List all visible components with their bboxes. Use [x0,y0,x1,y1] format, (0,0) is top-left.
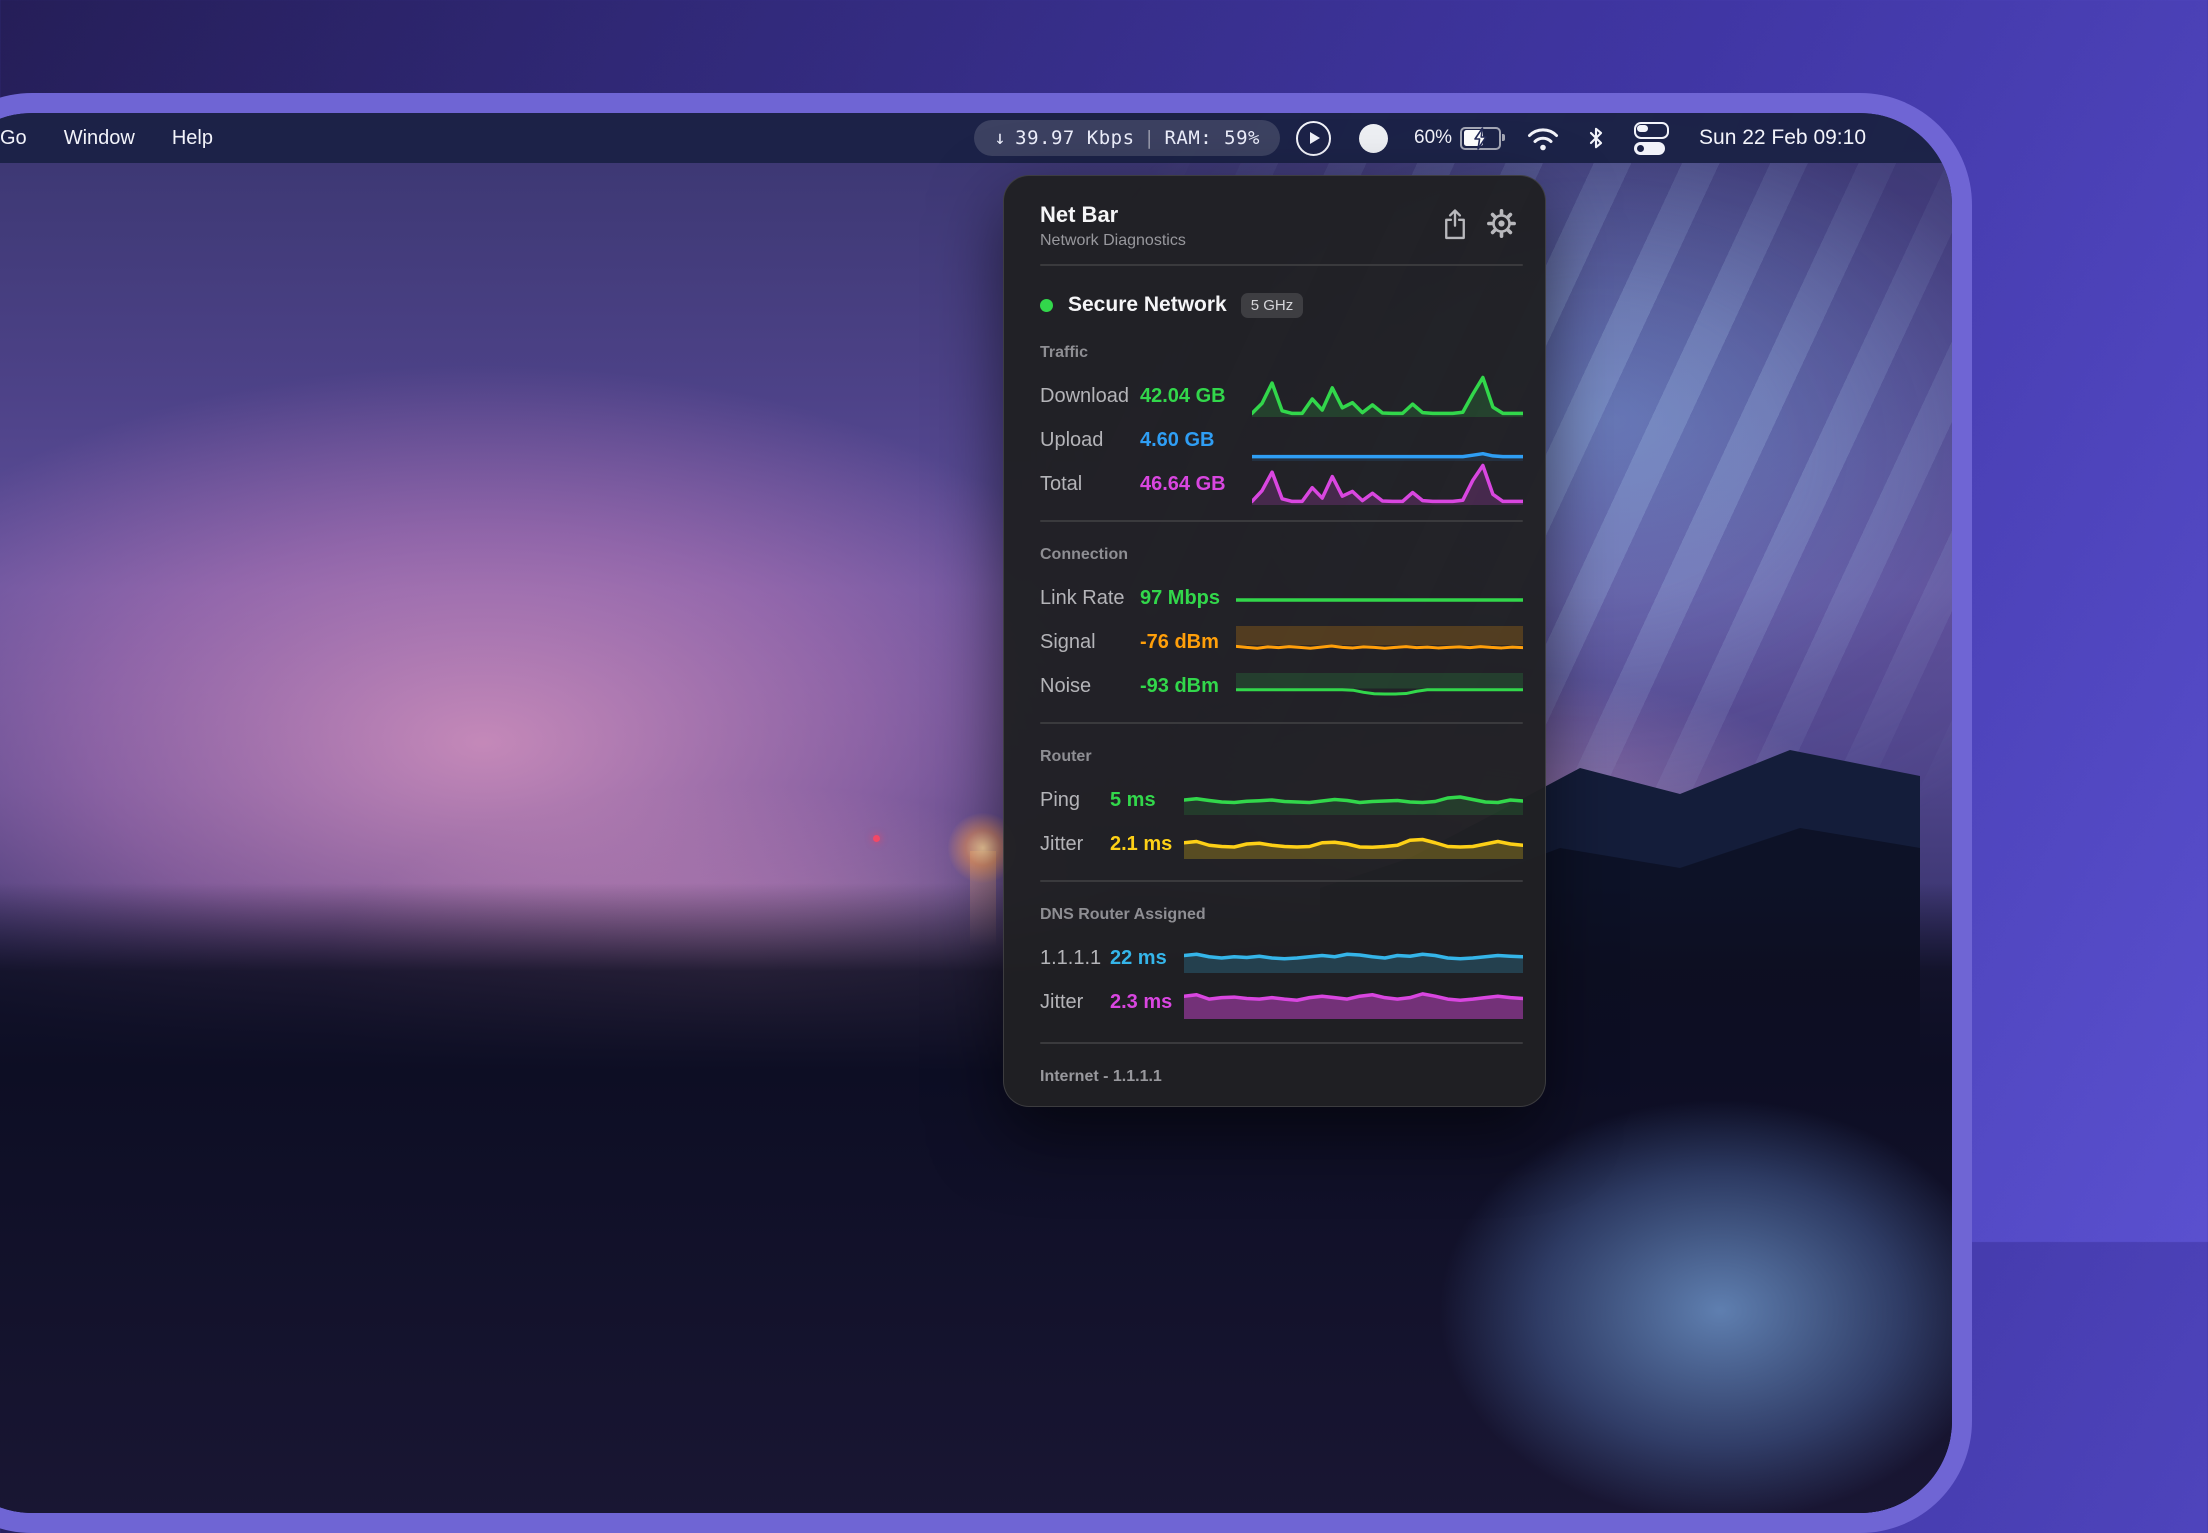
wallpaper-ice-shore [1360,1063,1952,1513]
noise-sparkline [1236,673,1523,699]
menu-bar-status-items: ↓ 39.97 Kbps | RAM: 59% 60% [974,120,1952,156]
dns-latency-sparkline [1184,943,1523,974]
footer-divider [1040,1042,1523,1045]
section-divider [1040,520,1523,523]
panel-actions [1441,208,1523,241]
play-triangle [1310,132,1320,144]
metric-value: 22 ms [1110,946,1167,969]
metric-row-noise: Noise -93 dBm [1040,664,1523,708]
menu-bar: Go Window Help ↓ 39.97 Kbps | RAM: 59% 6… [0,113,1952,163]
menu-window[interactable]: Window [63,126,135,149]
network-status-row: Secure Network 5 GHz [1040,290,1523,320]
metric-label: Download [1040,384,1129,407]
metric-label: Upload [1040,428,1104,451]
metric-row-signal: Signal -76 dBm [1040,620,1523,664]
metric-label: Jitter [1040,832,1084,855]
charging-bolt-icon [1474,126,1487,150]
metric-value: -93 dBm [1140,674,1219,697]
gear-icon [1487,209,1516,238]
wifi-icon[interactable] [1526,125,1560,152]
section-router: Router Ping 5 ms Jitter 2.1 ms [1040,748,1523,866]
section-title: Connection [1040,546,1128,564]
section-divider [1040,880,1523,883]
wallpaper [0,113,1952,1513]
metric-label: 1.1.1.1 [1040,946,1102,969]
link-rate-sparkline [1236,589,1523,607]
section-title: Traffic [1040,344,1089,362]
wallpaper-red-light [873,835,880,842]
share-button[interactable] [1441,208,1469,241]
router-jitter-sparkline [1184,829,1523,860]
metric-label: Noise [1040,674,1092,697]
upload-sparkline [1252,419,1523,462]
metric-row-upload: Upload 4.60 GB [1040,418,1523,462]
menu-bar-menus: Go Window Help [0,127,213,150]
battery-nub [1502,133,1506,141]
signal-sparkline [1236,626,1523,658]
metric-label: Jitter [1040,990,1084,1013]
control-center-icon[interactable] [1634,121,1670,155]
metric-value: 2.3 ms [1110,990,1173,1013]
metric-value: 2.1 ms [1110,832,1173,855]
metric-value: -76 dBm [1140,630,1219,653]
metric-row-router-jitter: Jitter 2.1 ms [1040,822,1523,866]
share-icon [1445,209,1465,240]
circle-status-icon[interactable] [1359,123,1388,153]
menu-help[interactable]: Help [171,126,213,149]
metric-row-dns-latency: 1.1.1.1 22 ms [1040,936,1523,980]
panel-footer: Internet - 1.1.1.1 [1040,1068,1162,1086]
metric-row-total: Total 46.64 GB [1040,462,1523,506]
settings-button[interactable] [1486,208,1517,241]
metric-value: 5 ms [1110,788,1156,811]
network-ram-status-pill[interactable]: ↓ 39.97 Kbps | RAM: 59% [974,120,1280,156]
toggle-pill-bottom [1634,141,1666,155]
battery-status[interactable]: 60% [1414,126,1506,150]
download-sparkline [1252,375,1523,418]
section-divider [1040,722,1523,725]
section-title: DNS Router Assigned [1040,906,1206,924]
play-circle-icon[interactable] [1296,120,1331,156]
metric-value: 4.60 GB [1140,428,1215,451]
metric-value: 46.64 GB [1140,472,1226,495]
section-dns: DNS Router Assigned 1.1.1.1 22 ms Jitter… [1040,906,1523,1024]
download-rate-text: 39.97 Kbps [1015,127,1135,149]
panel-subtitle: Network Diagnostics [1040,232,1186,250]
metric-label: Link Rate [1040,586,1125,609]
metric-row-link-rate: Link Rate 97 Mbps [1040,576,1523,620]
network-name: Secure Network [1068,293,1227,317]
metric-row-ping: Ping 5 ms [1040,778,1523,822]
panel-title-block: Net Bar Network Diagnostics [1040,202,1186,250]
band-badge: 5 GHz [1240,292,1304,318]
netbar-panel: Net Bar Network Diagnostics [1003,175,1546,1107]
network-status-dot [1040,298,1053,312]
section-title: Router [1040,748,1092,766]
metric-label: Total [1040,472,1083,495]
metric-row-download: Download 42.04 GB [1040,374,1523,418]
metric-label: Ping [1040,788,1081,811]
toggle-pill-top [1634,121,1670,139]
metric-value: 42.04 GB [1140,384,1226,407]
download-arrow-icon: ↓ [994,127,1007,149]
panel-title: Net Bar [1040,202,1119,227]
dns-jitter-sparkline [1184,985,1523,1020]
battery-percent: 60% [1414,127,1453,148]
panel-header: Net Bar Network Diagnostics [1040,202,1523,250]
section-traffic: Traffic Download 42.04 GB Upload 4.60 GB… [1040,344,1523,506]
ram-usage-text: RAM: 59% [1164,127,1260,149]
metric-label: Signal [1040,630,1096,653]
metric-row-dns-jitter: Jitter 2.3 ms [1040,980,1523,1024]
menu-go[interactable]: Go [0,126,27,149]
total-sparkline [1252,463,1523,506]
ping-sparkline [1184,785,1523,816]
pill-separator: | [1143,127,1156,149]
header-divider [1040,264,1523,267]
metric-value: 97 Mbps [1140,586,1221,609]
battery-icon [1460,126,1506,150]
section-connection: Connection Link Rate 97 Mbps Signal -76 … [1040,546,1523,708]
bluetooth-icon[interactable] [1585,123,1607,153]
display-screen: Go Window Help ↓ 39.97 Kbps | RAM: 59% 6… [0,93,1972,1533]
menu-bar-clock[interactable]: Sun 22 Feb 09:10 [1699,126,1866,149]
